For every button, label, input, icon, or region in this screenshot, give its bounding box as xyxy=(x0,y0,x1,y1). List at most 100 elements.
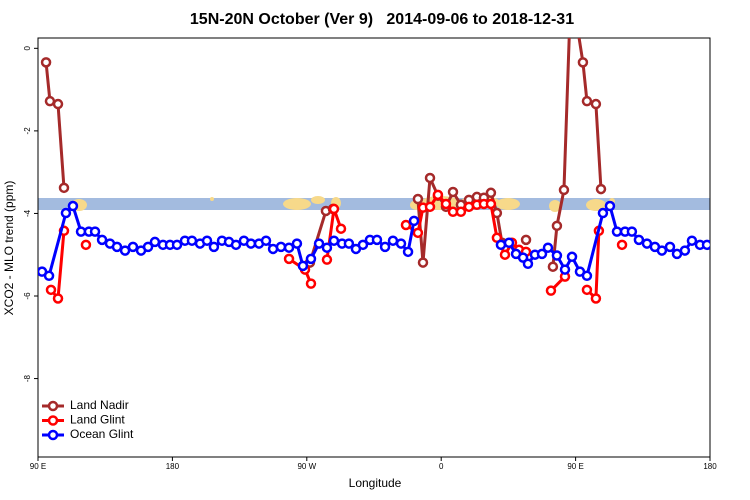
data-point xyxy=(542,242,554,253)
y-tick-label: 0 xyxy=(23,46,32,51)
data-point xyxy=(96,234,108,246)
data-point xyxy=(149,236,161,248)
data-point xyxy=(80,239,92,251)
plot-area xyxy=(38,38,710,304)
data-point xyxy=(43,270,55,282)
data-point xyxy=(581,270,593,282)
data-point xyxy=(335,223,347,234)
data-point xyxy=(679,245,691,256)
x-tick-label: 180 xyxy=(703,462,717,471)
legend-label: Land Glint xyxy=(70,413,125,427)
data-point xyxy=(60,207,72,219)
data-point xyxy=(395,238,407,249)
data-point xyxy=(119,245,131,256)
data-point xyxy=(201,235,213,246)
x-tick-label: 0 xyxy=(439,462,444,471)
data-point xyxy=(89,226,101,237)
axes: 90 E 180 90 W 0 90 E 180 0 -2 -4 -6 -8 xyxy=(23,46,717,472)
data-point xyxy=(321,242,333,253)
data-point xyxy=(275,241,287,253)
data-point xyxy=(590,293,602,304)
data-point xyxy=(127,241,139,253)
data-point xyxy=(664,241,676,253)
data-point xyxy=(408,215,420,227)
data-point xyxy=(485,187,497,199)
legend-swatch-point xyxy=(47,429,59,441)
data-point xyxy=(616,239,628,251)
data-point xyxy=(701,239,710,251)
data-point xyxy=(597,207,609,219)
data-point xyxy=(626,226,638,237)
data-point xyxy=(536,248,548,260)
data-point xyxy=(686,235,698,246)
data-point xyxy=(522,258,534,270)
data-point xyxy=(371,234,383,246)
data-point xyxy=(245,238,257,249)
data-point xyxy=(545,285,557,296)
latitude-band xyxy=(38,198,710,210)
data-point xyxy=(495,239,507,251)
data-point xyxy=(547,261,559,272)
data-point xyxy=(45,284,57,296)
data-point xyxy=(111,241,123,253)
data-point xyxy=(485,198,497,210)
data-point xyxy=(186,235,198,246)
data-point xyxy=(283,253,295,265)
y-tick-label: -2 xyxy=(23,127,32,135)
y-axis-label: XCO2 - MLO trend (ppm) xyxy=(2,181,16,316)
data-point xyxy=(551,250,563,261)
y-tick-label: -8 xyxy=(23,374,32,382)
series-line xyxy=(44,62,66,188)
data-point xyxy=(343,238,355,249)
data-point xyxy=(424,172,436,184)
data-point xyxy=(440,198,452,210)
data-point xyxy=(551,220,563,232)
data-point xyxy=(402,246,414,258)
data-point xyxy=(40,57,52,68)
data-point xyxy=(412,193,424,205)
data-point xyxy=(305,253,317,265)
x-tick-label: 90 E xyxy=(30,462,46,471)
data-point xyxy=(208,241,220,253)
data-point xyxy=(581,284,593,296)
data-point xyxy=(357,239,369,251)
data-point xyxy=(260,235,272,246)
data-point xyxy=(499,249,511,260)
data-point xyxy=(595,183,607,195)
data-point xyxy=(44,95,56,107)
legend-label: Land Nadir xyxy=(70,398,129,412)
data-point xyxy=(503,237,515,249)
data-point xyxy=(230,239,242,251)
data-point xyxy=(400,219,412,231)
x-tick-label: 90 E xyxy=(567,462,583,471)
data-point xyxy=(604,200,616,212)
data-point xyxy=(611,226,623,237)
data-point xyxy=(558,184,570,196)
legend-label: Ocean Glint xyxy=(70,427,134,441)
chart-title: 15N-20N October (Ver 9) 2014-09-06 to 20… xyxy=(190,11,574,28)
data-point xyxy=(321,254,333,265)
data-point xyxy=(328,235,340,246)
y-tick-label: -4 xyxy=(23,209,32,217)
data-point xyxy=(297,260,309,272)
data-point xyxy=(581,95,593,107)
data-point xyxy=(590,98,602,110)
data-point xyxy=(417,257,429,268)
data-point xyxy=(566,251,578,263)
data-point xyxy=(559,264,571,275)
data-point xyxy=(447,186,459,198)
data-point xyxy=(291,238,303,249)
data-point xyxy=(328,203,340,215)
data-point xyxy=(313,238,325,249)
data-point xyxy=(424,201,436,213)
data-point xyxy=(455,206,467,218)
x-tick-label: 180 xyxy=(166,462,180,471)
data-point xyxy=(171,239,183,251)
legend-swatch-point xyxy=(47,415,59,426)
data-point xyxy=(58,182,70,194)
data-point xyxy=(520,234,532,246)
y-tick-label: -6 xyxy=(23,292,32,300)
data-point xyxy=(52,293,64,304)
